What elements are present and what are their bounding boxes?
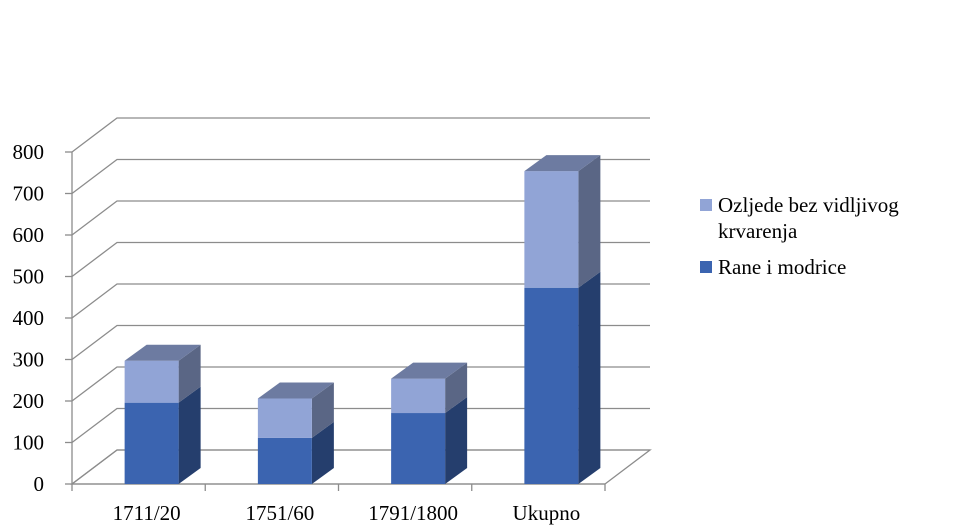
gridline <box>71 200 650 236</box>
gridlines <box>71 117 650 485</box>
x-tick-labels: 1711/20 1751/60 1791/1800 Ukupno <box>113 501 581 525</box>
y-tick-label: 0 <box>34 472 45 496</box>
bar-front <box>257 437 312 484</box>
bar-top <box>524 155 601 172</box>
bar-front <box>391 378 446 414</box>
bar-front <box>257 398 312 438</box>
bar-front <box>391 413 446 484</box>
bar-segment <box>124 386 201 484</box>
x-tick-label: Ukupno <box>513 501 581 525</box>
bar-segment <box>391 362 468 414</box>
y-tick-label: 700 <box>13 182 45 206</box>
bar-segment <box>524 271 601 484</box>
bar-side <box>445 362 468 414</box>
x-tick-label: 1751/60 <box>245 501 314 525</box>
bar-side <box>578 155 601 288</box>
bars <box>124 155 601 484</box>
gridline <box>71 241 650 278</box>
legend-label-ozljede: Ozljede bez vidljivog krvarenja <box>718 193 899 243</box>
bar-front <box>524 287 579 484</box>
y-tick-label: 100 <box>13 431 45 455</box>
bar-top <box>124 344 201 361</box>
legend: Ozljede bez vidljivog krvarenja Rane i m… <box>700 192 950 290</box>
bar-side <box>178 386 201 484</box>
bar-side <box>311 382 334 438</box>
gridline <box>71 324 650 361</box>
y-tick-label: 200 <box>13 389 45 413</box>
bar-segment <box>124 344 201 403</box>
y-tick-label: 400 <box>13 306 45 330</box>
gridline <box>71 158 650 195</box>
bar-side <box>178 344 201 403</box>
gridline <box>71 449 650 485</box>
bar-segment <box>257 421 334 484</box>
x-tick-label: 1711/20 <box>113 501 181 525</box>
bar-front <box>124 402 179 484</box>
y-tick-label: 800 <box>13 140 45 164</box>
bar-segment <box>391 397 468 484</box>
bar-top <box>391 362 468 379</box>
bar-top <box>257 382 334 399</box>
gridline <box>71 283 650 319</box>
y-tick-label: 600 <box>13 223 45 247</box>
bar-side <box>311 421 334 484</box>
y-tick-label: 500 <box>13 265 45 289</box>
gridline <box>71 117 650 153</box>
legend-item-rane: Rane i modrice <box>700 254 950 280</box>
legend-swatch-rane <box>700 261 712 273</box>
legend-label-rane: Rane i modrice <box>718 255 847 279</box>
bar-front <box>124 360 179 403</box>
y-tick-label: 300 <box>13 348 45 372</box>
legend-item-ozljede: Ozljede bez vidljivog krvarenja <box>700 192 950 244</box>
gridline <box>71 366 650 402</box>
bar-side <box>445 397 468 484</box>
bar-front <box>524 171 579 288</box>
bar-side <box>578 271 601 484</box>
bar-segment <box>257 382 334 438</box>
legend-swatch-ozljede <box>700 199 712 211</box>
gridline <box>71 407 650 444</box>
y-tick-labels: 0 100 200 300 400 500 600 700 800 <box>13 140 45 496</box>
x-tick-label: 1791/1800 <box>368 501 458 525</box>
bar-segment <box>524 155 601 288</box>
